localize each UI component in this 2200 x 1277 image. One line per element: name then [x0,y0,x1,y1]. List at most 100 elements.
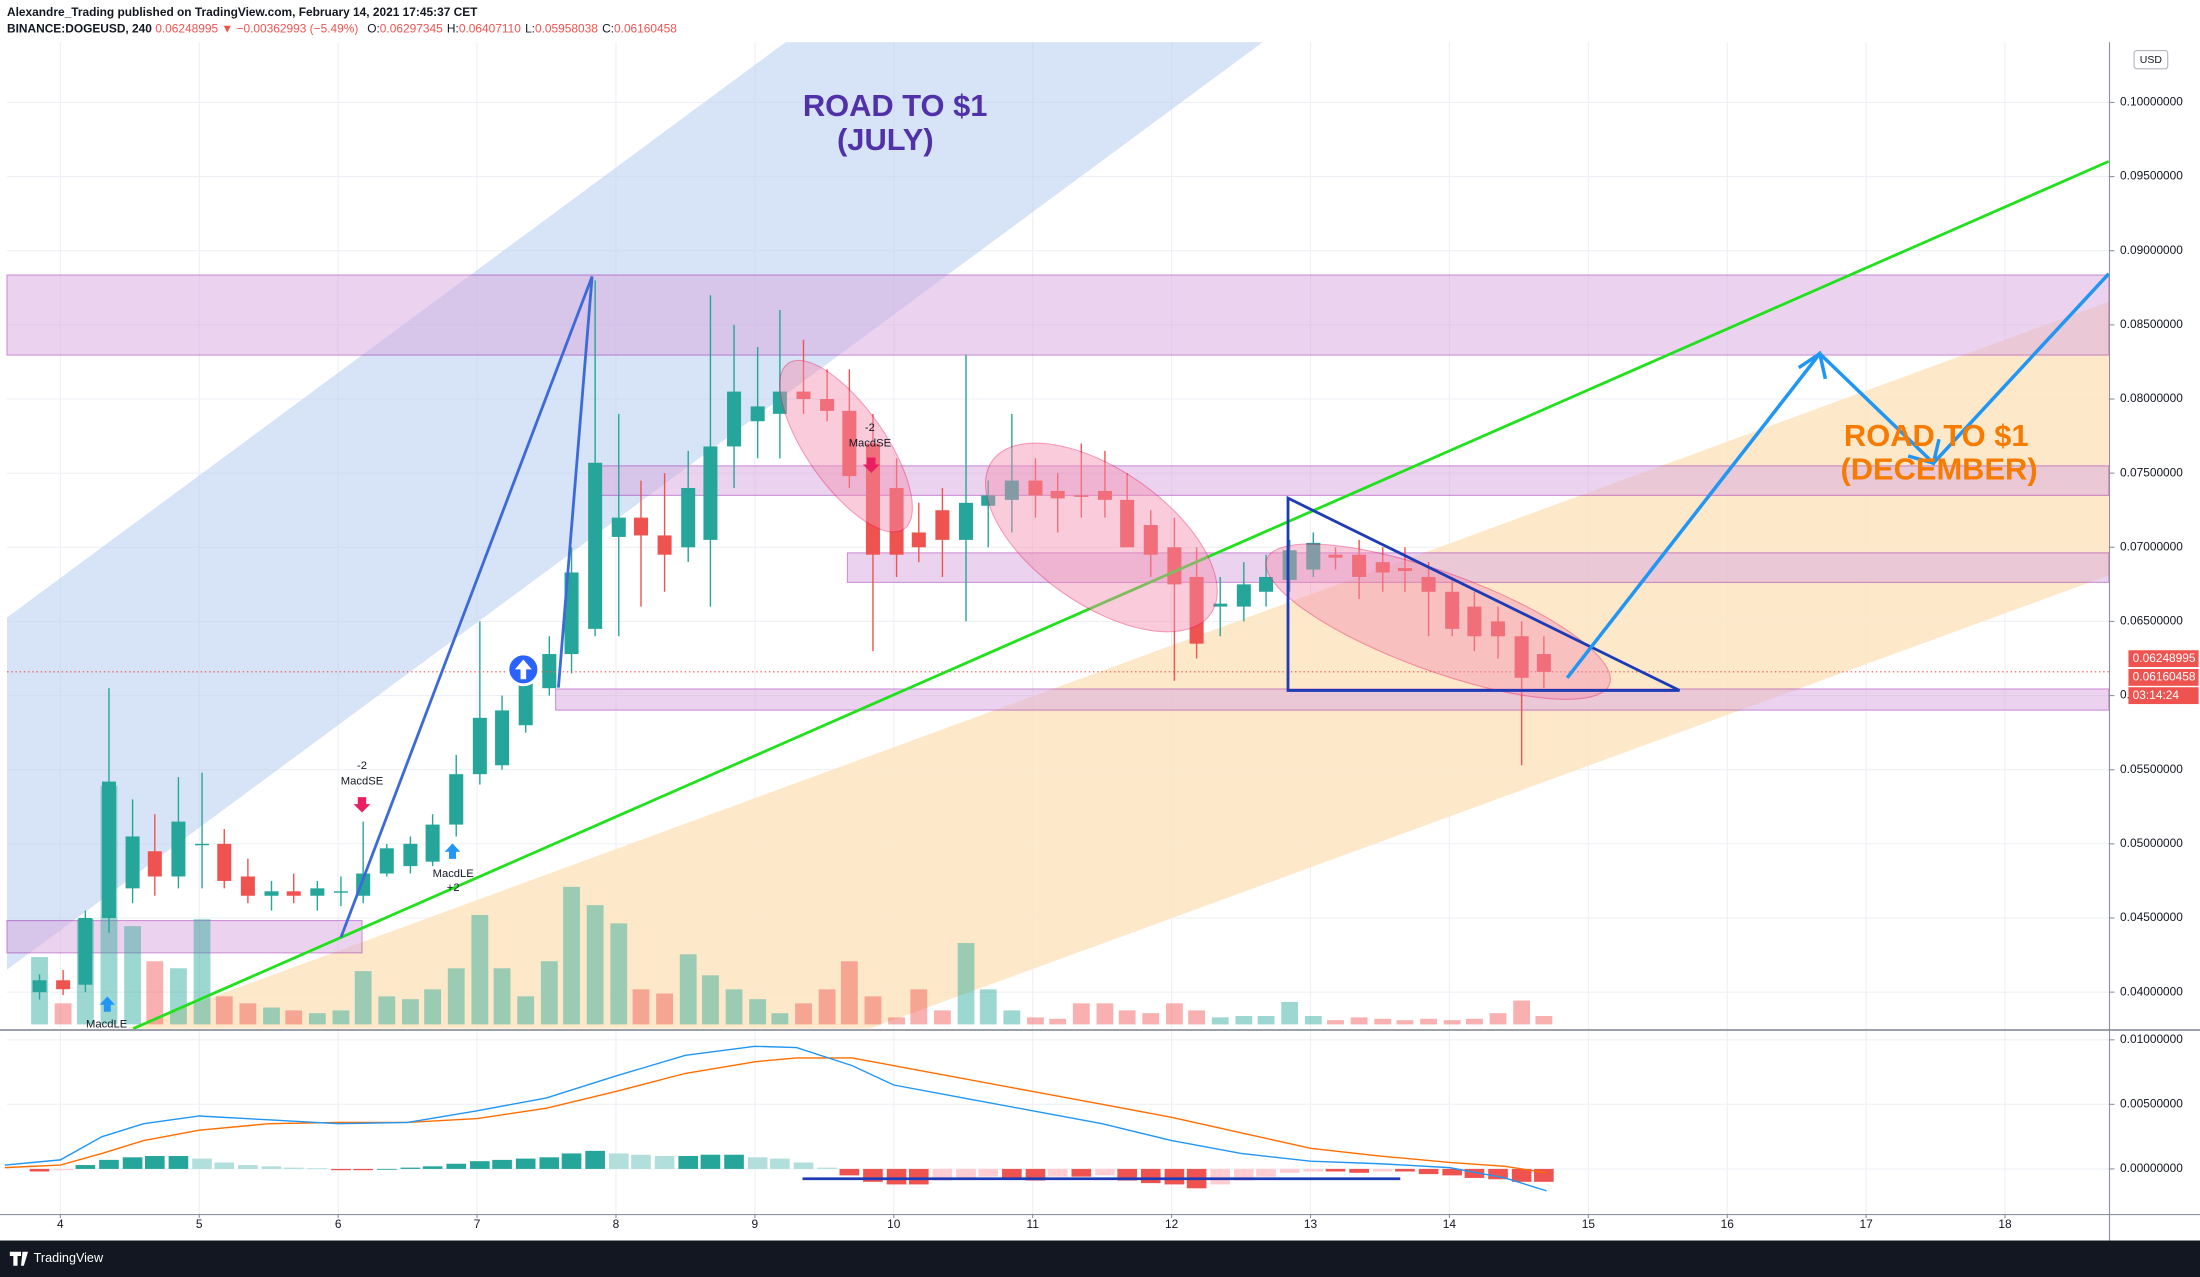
macd-histogram-bar [1210,1168,1231,1185]
volume-bar [679,954,697,1025]
y-tick-label: 0.06500000 [2120,614,2183,628]
volume-bar [308,1013,326,1025]
volume-bar [1118,1010,1136,1025]
macd-histogram-bar [1071,1168,1092,1177]
volume-bar [354,971,372,1025]
candle-body [935,510,950,540]
projection-arrow [1565,272,2111,679]
highlight-ellipse [985,442,1218,633]
candle-body [403,843,418,867]
candle-body [1514,636,1529,678]
x-tick-label: 9 [752,1217,759,1231]
price-label: 0.06248995 [2133,651,2196,665]
macd-histogram-bar [75,1165,96,1169]
candle-body [425,824,440,862]
marks [4,280,2109,1192]
candle-body [772,391,787,414]
candle-body [32,980,47,993]
candle-body [865,443,880,555]
candle-body [495,710,510,766]
macd-histogram-bar [331,1168,351,1171]
volume-bar [1027,1017,1044,1025]
macd-histogram-bar [839,1168,860,1176]
volume-bar [979,989,997,1025]
volume-bar [933,1010,951,1025]
macd-histogram-bar [99,1159,119,1169]
macd-histogram-bar [1256,1168,1276,1177]
header-quote: BINANCE:DOGEUSD, 240 0.06248995 ▼ −0.003… [7,22,677,36]
ohlc-label: C: [602,22,614,36]
candle-body [1213,603,1228,607]
signal-label: MacdSE [341,776,383,788]
volume-bar [1396,1020,1414,1025]
signal-label: MacdSE [849,437,891,449]
candle-body [78,917,93,985]
volume-bar [1535,1015,1553,1025]
y-tick-label: 0.07500000 [2120,465,2183,479]
zone-box [846,552,2110,583]
candle-body [1375,562,1390,573]
change: ▼ −0.00362993 (−5.49%) [221,22,358,36]
volume-bar [818,989,836,1025]
candle-body [564,572,579,655]
x-tick-label: 13 [1304,1217,1318,1231]
triangle [1286,495,1681,692]
macd-histogram-bar [400,1167,421,1169]
candle-body [820,399,835,411]
zone-box [555,688,2110,711]
volume-bar [1350,1017,1368,1025]
volume-bar [1165,1003,1183,1025]
macd-histogram-bar [53,1168,73,1171]
macd-histogram-bar [1025,1168,1046,1181]
volume-bar [632,989,650,1025]
volume-bar [471,914,489,1025]
volume-bar [795,1003,812,1025]
y-tick-label: 0.09000000 [2120,243,2183,257]
macd-histogram-bar [585,1150,605,1169]
volume-bar [1327,1020,1344,1025]
price-label-box [2128,668,2199,686]
y-tick-label: 0.05000000 [2120,836,2183,850]
macd-histogram-bar [747,1157,768,1169]
macd-histogram-bar [1349,1168,1369,1173]
macd-histogram-bar [561,1153,582,1169]
candle-body [657,535,672,555]
volume-bar [447,968,465,1025]
candle-body [1306,542,1321,570]
volume-bar [378,996,396,1025]
volume-bar [1304,1015,1322,1025]
signal-label: MacdLE [433,868,474,880]
macd-histogram-bar [214,1162,235,1169]
macd-histogram-bar [422,1166,443,1169]
volume-bar [749,999,767,1025]
macd-histogram-bar [886,1168,907,1185]
volume-bar [586,905,604,1025]
macd-histogram-bar [470,1161,490,1169]
x-tick-label: 10 [887,1217,901,1231]
volume-bar [1003,1010,1021,1025]
candle-body [1004,480,1019,500]
macd-histogram-bar [1095,1168,1115,1176]
volume-bar [54,1003,72,1025]
buy-arrow [99,996,116,1012]
macd-histogram-bar [1442,1168,1463,1176]
y-tick-label: 0.01000000 [2120,1032,2183,1046]
x-tick-label: 15 [1582,1217,1596,1231]
volume-bar [1465,1018,1483,1025]
countdown-box [2128,687,2199,705]
annotation-title: ROAD TO $1 [803,88,988,123]
x-tick-label: 12 [1165,1217,1179,1231]
signal-label: +2 [447,882,460,894]
macd-histogram-bar [376,1168,397,1170]
symbol: BINANCE:DOGEUSD, 240 [7,22,152,36]
volume-bar [1420,1018,1437,1025]
volume-bar [910,989,928,1025]
macd-histogram-bar [1511,1168,1532,1182]
candle-body [379,848,394,874]
macd-histogram-bar [1464,1168,1485,1178]
candle-body [472,717,487,775]
x-tick-label: 8 [613,1217,620,1231]
zone-box [6,920,363,954]
